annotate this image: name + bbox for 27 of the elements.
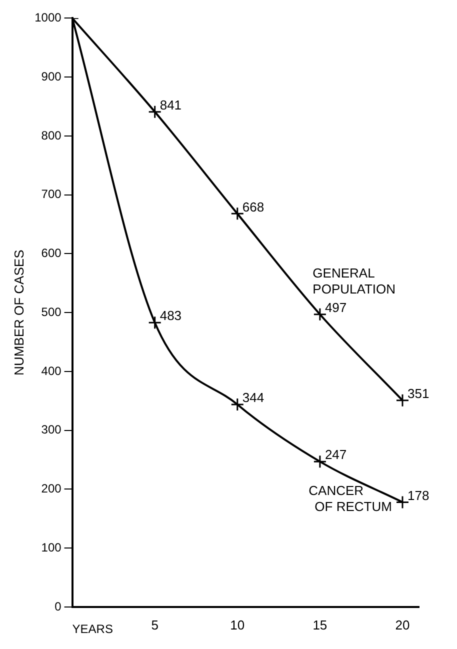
y-tick-label: 400 bbox=[41, 364, 62, 378]
y-axis-title: NUMBER OF CASES bbox=[11, 249, 26, 376]
data-label: 344 bbox=[242, 390, 264, 406]
y-tick-label: 1000 bbox=[34, 10, 62, 25]
data-label: 841 bbox=[160, 97, 182, 112]
y-tick-label: 100 bbox=[41, 540, 62, 554]
y-tick-label: 900 bbox=[41, 69, 62, 84]
x-tick-label: 10 bbox=[230, 617, 245, 632]
y-tick-label: 800 bbox=[41, 128, 62, 142]
x-tick-label: 20 bbox=[395, 617, 410, 632]
series-label: CANCER OF RECTUM bbox=[308, 483, 392, 514]
y-tick-label: 600 bbox=[41, 246, 62, 260]
x-tick-label: 15 bbox=[312, 617, 328, 632]
x-tick-label: 5 bbox=[151, 617, 158, 632]
y-tick-label: 500 bbox=[41, 304, 62, 319]
data-label: 178 bbox=[407, 488, 430, 503]
series-label: GENERAL POPULATION bbox=[312, 266, 396, 297]
y-tick-label: 0 bbox=[54, 599, 62, 614]
data-label: 497 bbox=[324, 300, 347, 315]
x-axis-title: YEARS bbox=[72, 622, 113, 636]
y-tick-label: 300 bbox=[41, 422, 62, 437]
y-tick-label: 700 bbox=[41, 187, 62, 202]
data-label: 247 bbox=[324, 447, 347, 462]
data-label: 668 bbox=[242, 199, 264, 214]
data-label: 483 bbox=[160, 308, 182, 324]
y-tick-label: 200 bbox=[41, 482, 62, 496]
data-label: 351 bbox=[407, 386, 430, 401]
